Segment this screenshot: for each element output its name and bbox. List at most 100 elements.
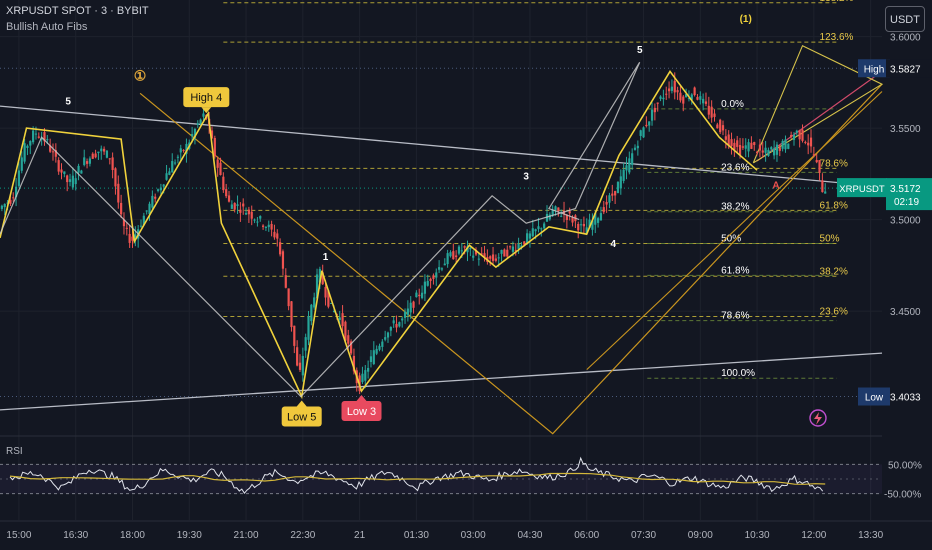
candle-body [449, 252, 452, 257]
candle-body [264, 226, 268, 228]
candle-body [773, 148, 776, 156]
candle-body [68, 179, 72, 182]
candle-body [108, 158, 111, 160]
candle-body [667, 88, 671, 92]
candle-body [330, 302, 333, 304]
wave-label: ① [134, 68, 147, 84]
price-axis-tick: 3.5500 [890, 124, 921, 135]
candle-body [253, 219, 256, 221]
candle-body [543, 223, 546, 229]
candle-body [824, 191, 827, 194]
high-tag [858, 59, 890, 78]
candle-body [105, 150, 109, 158]
candle-body [304, 337, 307, 351]
candle-body [412, 301, 415, 308]
candle-body [63, 171, 66, 174]
candle-body [480, 253, 483, 255]
candle-body [162, 184, 165, 187]
candle-body [191, 134, 194, 137]
candle-body [707, 105, 710, 115]
candle-body [60, 169, 63, 173]
symbol-title[interactable]: XRPUSDT SPOT · 3 · BYBIT [6, 5, 149, 17]
time-axis-tick: 16:30 [63, 530, 88, 541]
candle-body [687, 98, 691, 100]
candle-body [225, 189, 228, 197]
candle-body [628, 158, 631, 173]
current-symbol-tag [837, 178, 887, 198]
candle-body [418, 294, 421, 297]
candle-body [719, 119, 722, 133]
candle-body [704, 101, 708, 104]
candle-body [611, 193, 614, 196]
candle-body [599, 213, 603, 221]
candle-body [656, 102, 659, 104]
candle-body [239, 209, 242, 213]
candle-body [307, 316, 310, 340]
candle-body [100, 148, 103, 152]
fib-right-label: 61.8% [820, 200, 848, 211]
candle-body [142, 215, 145, 226]
candle-body [744, 145, 747, 149]
candle-body [296, 347, 299, 366]
candle-body [579, 224, 583, 226]
candle-body [591, 220, 594, 230]
candle-body [389, 326, 392, 331]
candle-body [196, 123, 199, 125]
currency-button[interactable]: USDT [885, 6, 925, 32]
rsi-lower-label: -50.00% [884, 490, 921, 501]
candle-body [250, 211, 253, 219]
candle-body [466, 246, 469, 253]
candle-body [596, 218, 600, 223]
pivot-tag-pointer [356, 395, 367, 402]
candle-body [125, 227, 128, 229]
pivot-tag-pointer [296, 400, 307, 407]
wave-label: 3 [523, 171, 529, 182]
candle-body [778, 147, 781, 151]
candle-body [199, 119, 202, 124]
candle-body [440, 268, 444, 270]
candle-body [767, 149, 770, 156]
candle-body [551, 209, 554, 216]
candle-body [460, 250, 463, 252]
indicator-title[interactable]: Bullish Auto Fibs [6, 21, 88, 33]
candle-body [639, 130, 642, 136]
candle-body [625, 165, 628, 171]
pivot-tag-label: High 4 [190, 92, 222, 104]
candle-body [764, 147, 767, 153]
candle-body [395, 323, 398, 328]
candle-body [156, 189, 160, 191]
candle-body [364, 370, 367, 381]
candle-body [361, 373, 364, 383]
candle-body [0, 205, 3, 209]
candle-body [747, 142, 750, 152]
candle-body [506, 249, 509, 257]
candle-body [650, 109, 654, 121]
candle-body [787, 143, 790, 149]
rsi-line [9, 456, 824, 495]
candle-body [733, 142, 736, 150]
candle-body [517, 243, 520, 249]
candle-body [673, 80, 676, 93]
time-axis-tick: 03:00 [461, 530, 486, 541]
candle-body [653, 107, 656, 113]
candle-body [3, 203, 6, 208]
candle-body [469, 247, 472, 250]
alert-icon-bolt [814, 412, 822, 425]
candle-body [804, 141, 807, 143]
candle-body [310, 304, 313, 322]
fib-right-label: 23.6% [820, 307, 848, 318]
candle-body [815, 159, 818, 163]
candle-body [403, 311, 407, 318]
candle-body [565, 214, 568, 220]
candle-body [608, 195, 611, 203]
candle-body [131, 236, 134, 241]
candle-body [230, 204, 233, 209]
candle-body [676, 90, 679, 93]
candle-body [721, 125, 725, 131]
candle-body [585, 227, 588, 234]
high-value-bg [886, 59, 932, 78]
candle-body [568, 211, 571, 214]
price-axis-tick: 3.5000 [890, 216, 921, 227]
candle-body [279, 242, 282, 255]
